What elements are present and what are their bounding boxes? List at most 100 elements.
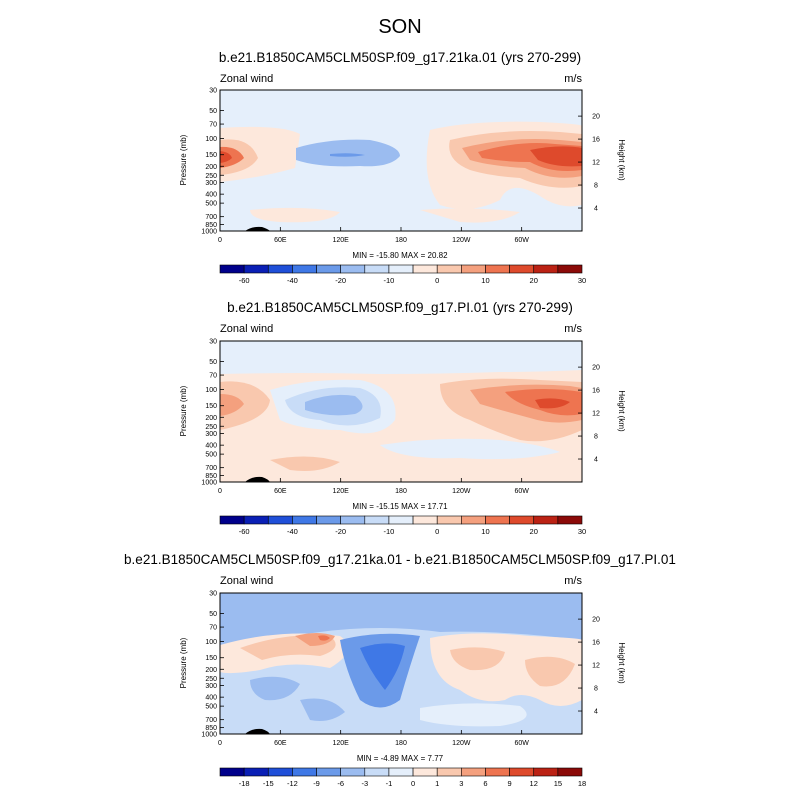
longitude-tick-label: 0: [218, 740, 222, 747]
colorbar-label: 10: [481, 276, 489, 285]
y-axis-label: Pressure (mb): [179, 637, 188, 688]
colorbar-swatch: [364, 264, 390, 274]
colorbar-label: -40: [287, 527, 298, 536]
field-shade: [420, 208, 520, 223]
colorbar-swatch: [364, 767, 390, 777]
field-shade: [220, 593, 582, 646]
pressure-tick-label: 150: [205, 403, 217, 410]
pressure-tick-label: 150: [205, 655, 217, 662]
colorbar-label: -18: [239, 779, 250, 788]
colorbar-label: -60: [239, 527, 250, 536]
height-ticks: 4 8 12 16 20: [578, 365, 600, 464]
colorbar-swatch: [292, 767, 317, 777]
colorbar-swatch: [533, 767, 559, 777]
colorbar-label: 9: [508, 779, 512, 788]
height-tick-label: 4: [594, 457, 598, 464]
field-shade: [305, 394, 363, 416]
panel-title: b.e21.B1850CAM5CLM50SP.f09_g17.21ka.01 (…: [219, 50, 581, 65]
longitude-ticks: 0 60E 120E 180 120W 60W: [218, 227, 529, 244]
colorbar-swatch: [267, 767, 293, 777]
pressure-tick-label: 30: [209, 339, 217, 346]
y2-axis-label: Height (km): [617, 390, 626, 432]
colorbar-swatch: [412, 264, 438, 274]
colorbar-label: 0: [435, 276, 439, 285]
pressure-tick-label: 50: [209, 359, 217, 366]
pressure-tick-label: 500: [205, 201, 217, 208]
colorbar-label: -60: [239, 276, 250, 285]
pressure-tick-label: 400: [205, 695, 217, 702]
stats-label: MIN = -15.80 MAX = 20.82: [352, 251, 448, 260]
height-tick-label: 16: [592, 137, 600, 144]
longitude-tick-label: 120E: [332, 740, 349, 747]
colorbar-label: -3: [361, 779, 368, 788]
longitude-tick-label: 60E: [274, 488, 287, 495]
colorbar-swatch: [461, 767, 486, 777]
field-shade: [318, 635, 330, 641]
colorbar-label: -15: [263, 779, 274, 788]
field-shade: [220, 394, 244, 416]
height-tick-label: 8: [594, 183, 598, 190]
colorbar-swatch: [557, 264, 583, 274]
colorbar-label: 12: [530, 779, 538, 788]
field-shade: [296, 139, 400, 167]
longitude-tick-label: 60W: [514, 237, 529, 244]
colorbar-label: 0: [435, 527, 439, 536]
pressure-tick-label: 400: [205, 443, 217, 450]
colorbar-label: -12: [287, 779, 298, 788]
longitude-tick-label: 120E: [332, 488, 349, 495]
pressure-tick-label: 250: [205, 676, 217, 683]
pressure-tick-label: 50: [209, 611, 217, 618]
colorbar-swatch: [316, 767, 341, 777]
colorbar-label: -40: [287, 276, 298, 285]
height-tick-label: 8: [594, 686, 598, 693]
pressure-tick-label: 200: [205, 667, 217, 674]
height-tick-label: 16: [592, 640, 600, 647]
colorbar-label: -6: [337, 779, 344, 788]
longitude-ticks: 0 60E 120E 180 120W 60W: [218, 478, 529, 495]
field-shade: [330, 153, 365, 157]
colorbar-swatch: [219, 515, 245, 525]
longitude-ticks: 0 60E 120E 180 120W 60W: [218, 730, 529, 747]
longitude-tick-label: 60W: [514, 488, 529, 495]
colorbar-swatch: [340, 767, 366, 777]
colorbar-swatch: [509, 264, 535, 274]
field-shade: [220, 151, 232, 163]
panel-21ka: b.e21.B1850CAM5CLM50SP.f09_g17.21ka.01 (…: [179, 50, 626, 285]
longitude-tick-label: 120W: [452, 488, 471, 495]
pressure-tick-label: 850: [205, 473, 217, 480]
figure-title: SON: [378, 16, 421, 38]
height-tick-label: 4: [594, 206, 598, 213]
pressure-tick-label: 700: [205, 717, 217, 724]
pressure-tick-label: 100: [205, 387, 217, 394]
colorbar: -18 -15 -12 -9 -6 -3 -1 0 1 3 6 9 12 15 18: [219, 767, 586, 788]
pressure-tick-label: 150: [205, 152, 217, 159]
pressure-tick-label: 300: [205, 683, 217, 690]
pressure-tick-label: 500: [205, 704, 217, 711]
longitude-tick-label: 120E: [332, 237, 349, 244]
field-shade: [530, 146, 582, 167]
pressure-tick-label: 30: [209, 591, 217, 598]
height-ticks: 4 8 12 16 20: [578, 114, 600, 213]
colorbar-label: 15: [554, 779, 562, 788]
colorbar-swatch: [340, 515, 366, 525]
colorbar-swatch: [267, 264, 293, 274]
colorbar-label: 3: [459, 779, 463, 788]
pressure-tick-label: 200: [205, 164, 217, 171]
colorbar: -60 -40 -20 -10 0 10 20 30: [219, 264, 586, 285]
pressure-tick-label: 400: [205, 192, 217, 199]
colorbar-label: -9: [313, 779, 320, 788]
pressure-tick-label: 1000: [201, 732, 217, 739]
field-shade: [300, 698, 345, 721]
height-tick-label: 4: [594, 709, 598, 716]
pressure-tick-label: 500: [205, 452, 217, 459]
colorbar-swatch: [388, 515, 414, 525]
height-tick-label: 12: [592, 160, 600, 167]
pressure-tick-label: 100: [205, 639, 217, 646]
panel-difference: b.e21.B1850CAM5CLM50SP.f09_g17.21ka.01 -…: [124, 552, 676, 788]
pressure-tick-label: 70: [209, 122, 217, 129]
colorbar-label: 1: [435, 779, 439, 788]
colorbar-swatch: [292, 515, 317, 525]
colorbar-label: 18: [578, 779, 586, 788]
